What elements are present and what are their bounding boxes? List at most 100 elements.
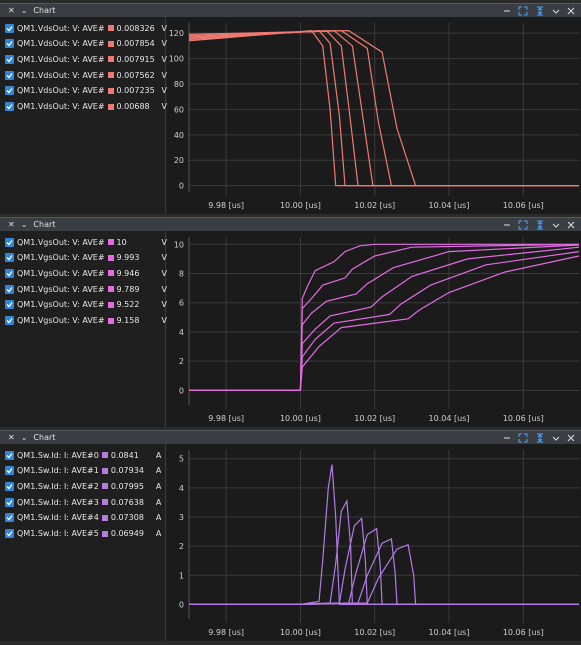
series-checkbox[interactable]: [5, 300, 14, 310]
close-icon[interactable]: ✕: [8, 220, 15, 229]
plot-area[interactable]: 0 1 2 3 4 5 9.98 [us] 10.00 [us] 10.02 [us] 10.04…: [167, 444, 581, 641]
series-checkbox[interactable]: [5, 102, 14, 111]
legend-row[interactable]: QM1.VdsOut: V: AVE# 0.007562 V: [5, 68, 167, 82]
series-line-1: [189, 243, 580, 391]
legend-row[interactable]: QM1.Sw.Id: I: AVE#5 0.06949 A: [5, 527, 161, 541]
legend-row[interactable]: QM1.VdsOut: V: AVE# 0.007854 V: [5, 37, 167, 51]
series-checkbox[interactable]: [5, 86, 14, 96]
chevron-down-icon[interactable]: [552, 434, 560, 442]
plot-area[interactable]: 0 20 40 60 80 100 120 9.98 [us] 10.00 [us] 10.02 …: [167, 17, 581, 214]
series-label: QM1.VdsOut: V: AVE#: [17, 23, 105, 33]
series-checkbox[interactable]: [5, 54, 14, 64]
x-tick-label: 10.02 [us]: [354, 201, 395, 210]
series-line-4: [188, 29, 579, 187]
series-label: QM1.VgsOut: V: AVE#: [17, 300, 105, 310]
close-panel-icon[interactable]: [567, 434, 575, 442]
minus-icon[interactable]: [503, 221, 511, 229]
legend-row[interactable]: QM1.VgsOut: V: AVE# 9.158 V: [5, 314, 167, 328]
y-tick-label: 120: [169, 29, 184, 38]
x-tick-label: 10.00 [us]: [280, 414, 321, 423]
series-label: QM1.Sw.Id: I: AVE#1: [17, 466, 99, 476]
series-unit: A: [155, 497, 162, 507]
series-unit: V: [161, 23, 168, 33]
series-line-5: [189, 543, 579, 605]
series-color-swatch: [107, 56, 114, 63]
series-checkbox[interactable]: [5, 466, 14, 476]
series-checkbox[interactable]: [5, 70, 14, 80]
y-fit-icon[interactable]: [535, 220, 545, 230]
panel-titlebar[interactable]: ✕ ⌄ Chart: [0, 430, 581, 444]
close-icon[interactable]: ✕: [8, 433, 15, 442]
minus-icon[interactable]: [503, 7, 511, 15]
series-line-2: [188, 29, 579, 187]
legend-row[interactable]: QM1.Sw.Id: I: AVE#0 0.0841 A: [5, 448, 161, 462]
series-unit: V: [161, 284, 168, 294]
minus-icon[interactable]: [503, 434, 511, 442]
panel-titlebar[interactable]: ✕ ⌄ Chart: [0, 217, 581, 231]
close-panel-icon[interactable]: [567, 7, 575, 15]
series-color-swatch: [107, 254, 114, 261]
legend-row[interactable]: QM1.VdsOut: V: AVE# 0.008326 V: [5, 21, 167, 35]
panel-title: Chart: [33, 220, 56, 229]
y-fit-icon[interactable]: [535, 433, 545, 443]
series-checkbox[interactable]: [5, 23, 14, 33]
series-value: 0.07308: [110, 513, 144, 523]
series-checkbox[interactable]: [5, 284, 14, 294]
plot-area[interactable]: 0 2 4 6 8 10 9.98 [us] 10.00 [us] 10.02 [us] 10.0…: [167, 231, 581, 427]
series-unit: V: [161, 316, 168, 325]
series-unit: V: [161, 102, 168, 111]
close-icon[interactable]: ✕: [8, 6, 15, 15]
panel-titlebar[interactable]: ✕ ⌄ Chart: [0, 3, 581, 17]
series-checkbox[interactable]: [5, 481, 14, 491]
series-checkbox[interactable]: [5, 450, 14, 460]
series-unit: A: [155, 450, 162, 460]
chevron-down-icon[interactable]: ⌄: [20, 220, 28, 229]
series-checkbox[interactable]: [5, 253, 14, 263]
series-checkbox[interactable]: [5, 268, 14, 278]
series-label: QM1.Sw.Id: I: AVE#2: [17, 481, 99, 491]
chart-vgs[interactable]: 0 2 4 6 8 10 9.98 [us] 10.00 [us] 10.02 [us] 10.0…: [167, 231, 581, 427]
series-value: 0.07934: [110, 466, 144, 476]
legend-row[interactable]: QM1.Sw.Id: I: AVE#3 0.07638 A: [5, 495, 161, 509]
series-line-1: [188, 29, 579, 187]
series-checkbox[interactable]: [5, 497, 14, 507]
series-unit: A: [155, 529, 162, 538]
legend-row[interactable]: QM1.Sw.Id: I: AVE#1 0.07934 A: [5, 464, 161, 478]
series-checkbox[interactable]: [5, 513, 14, 523]
fit-zoom-icon[interactable]: [518, 433, 528, 443]
legend-row[interactable]: QM1.VgsOut: V: AVE# 9.522 V: [5, 298, 167, 312]
series-color-swatch: [101, 452, 108, 458]
legend-row[interactable]: QM1.Sw.Id: I: AVE#2 0.07995 A: [5, 479, 161, 493]
fit-zoom-icon[interactable]: [518, 220, 528, 230]
legend-row[interactable]: QM1.VdsOut: V: AVE# 0.007915 V: [5, 52, 167, 66]
y-fit-icon[interactable]: [535, 6, 545, 16]
series-line-2: [189, 517, 579, 605]
series-color-swatch: [107, 40, 114, 47]
y-tick-label: 100: [169, 55, 184, 64]
series-checkbox[interactable]: [5, 529, 14, 538]
series-label: QM1.VgsOut: V: AVE#: [17, 268, 105, 278]
series-checkbox[interactable]: [5, 237, 14, 247]
chevron-down-icon[interactable]: [552, 7, 560, 15]
series-line-5: [188, 29, 579, 187]
chevron-down-icon[interactable]: ⌄: [20, 6, 28, 15]
fit-zoom-icon[interactable]: [518, 6, 528, 16]
chart-id[interactable]: 0 1 2 3 4 5 9.98 [us] 10.00 [us] 10.02 [us] 10.04…: [167, 444, 581, 641]
legend-row[interactable]: QM1.VgsOut: V: AVE# 9.946 V: [5, 266, 167, 280]
series-checkbox[interactable]: [5, 316, 14, 325]
chart-vds[interactable]: 0 20 40 60 80 100 120 9.98 [us] 10.00 [us] 10.02 …: [167, 17, 581, 214]
legend-row[interactable]: QM1.VgsOut: V: AVE# 9.789 V: [5, 282, 167, 296]
chevron-down-icon[interactable]: ⌄: [20, 433, 28, 442]
series-color-swatch: [101, 483, 108, 490]
legend-row[interactable]: QM1.VdsOut: V: AVE# 0.007235 V: [5, 84, 167, 98]
series-checkbox[interactable]: [5, 39, 14, 49]
legend-row[interactable]: QM1.VgsOut: V: AVE# 10 V: [5, 235, 167, 249]
series-unit: V: [161, 253, 168, 263]
legend-row[interactable]: QM1.VgsOut: V: AVE# 9.993 V: [5, 251, 167, 265]
legend-row[interactable]: QM1.VdsOut: V: AVE# 0.00688 V: [5, 100, 167, 114]
legend-row[interactable]: QM1.Sw.Id: I: AVE#4 0.07308 A: [5, 511, 161, 525]
close-panel-icon[interactable]: [567, 221, 575, 229]
chevron-down-icon[interactable]: [552, 221, 560, 229]
series-line-4: [189, 538, 579, 605]
series-color-swatch: [101, 499, 108, 506]
